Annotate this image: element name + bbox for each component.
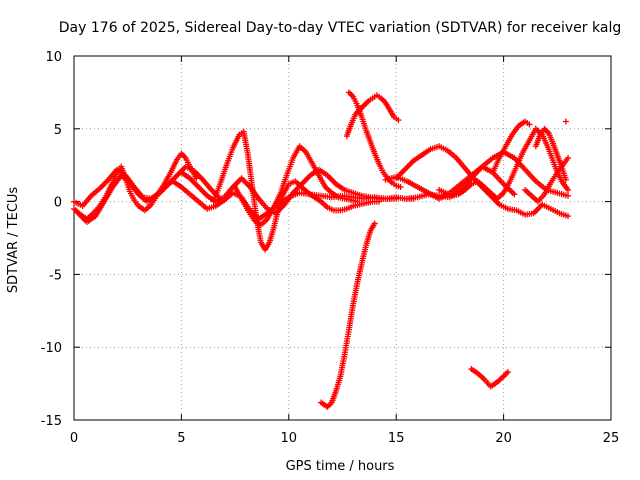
x-tick-label: 5 — [177, 431, 185, 446]
data-point — [526, 121, 533, 128]
series-track-14 — [489, 118, 533, 176]
data-point — [565, 154, 572, 161]
y-tick-label: -10 — [41, 341, 62, 356]
data-point — [376, 198, 383, 205]
x-axis-label: GPS time / hours — [286, 459, 395, 474]
data-point — [562, 176, 569, 183]
series-track-16 — [522, 154, 572, 205]
series-track-8 — [343, 92, 402, 140]
series-track-13 — [468, 366, 511, 390]
axes — [73, 55, 612, 421]
y-tick-label: 5 — [54, 123, 62, 138]
data-point — [354, 198, 361, 205]
x-tick-label: 15 — [388, 431, 405, 446]
data-point — [397, 184, 404, 191]
x-tick-label: 0 — [70, 431, 78, 446]
y-tick-label: -15 — [41, 414, 62, 429]
series-track-15 — [532, 125, 569, 183]
x-tick-label: 25 — [603, 431, 620, 446]
y-axis-label: SDTVAR / TECUs — [6, 187, 21, 294]
plot-frame — [73, 55, 612, 421]
series-track-5 — [210, 128, 383, 253]
series-track-17 — [403, 163, 518, 202]
y-tick-label: 0 — [54, 196, 62, 211]
data-point — [565, 186, 572, 193]
data-points — [71, 89, 572, 410]
data-point — [565, 213, 572, 220]
x-tick-label: 20 — [495, 431, 512, 446]
series-track-18 — [562, 118, 569, 125]
series-track-7 — [318, 220, 378, 410]
chart-title: Day 176 of 2025, Sidereal Day-to-day VTE… — [59, 20, 621, 36]
y-tick-label: -5 — [49, 268, 62, 283]
data-point — [395, 117, 402, 124]
x-tick-label: 10 — [281, 431, 298, 446]
data-point — [565, 192, 572, 199]
series-track-6 — [232, 143, 361, 228]
y-tick-label: 10 — [45, 50, 62, 65]
data-point — [371, 220, 378, 227]
tick-labels: 0 5 10 15 20 25 -15 -10 -5 0 5 10 — [41, 50, 620, 446]
data-point — [504, 368, 511, 375]
data-point — [562, 118, 569, 125]
data-point — [511, 191, 518, 198]
